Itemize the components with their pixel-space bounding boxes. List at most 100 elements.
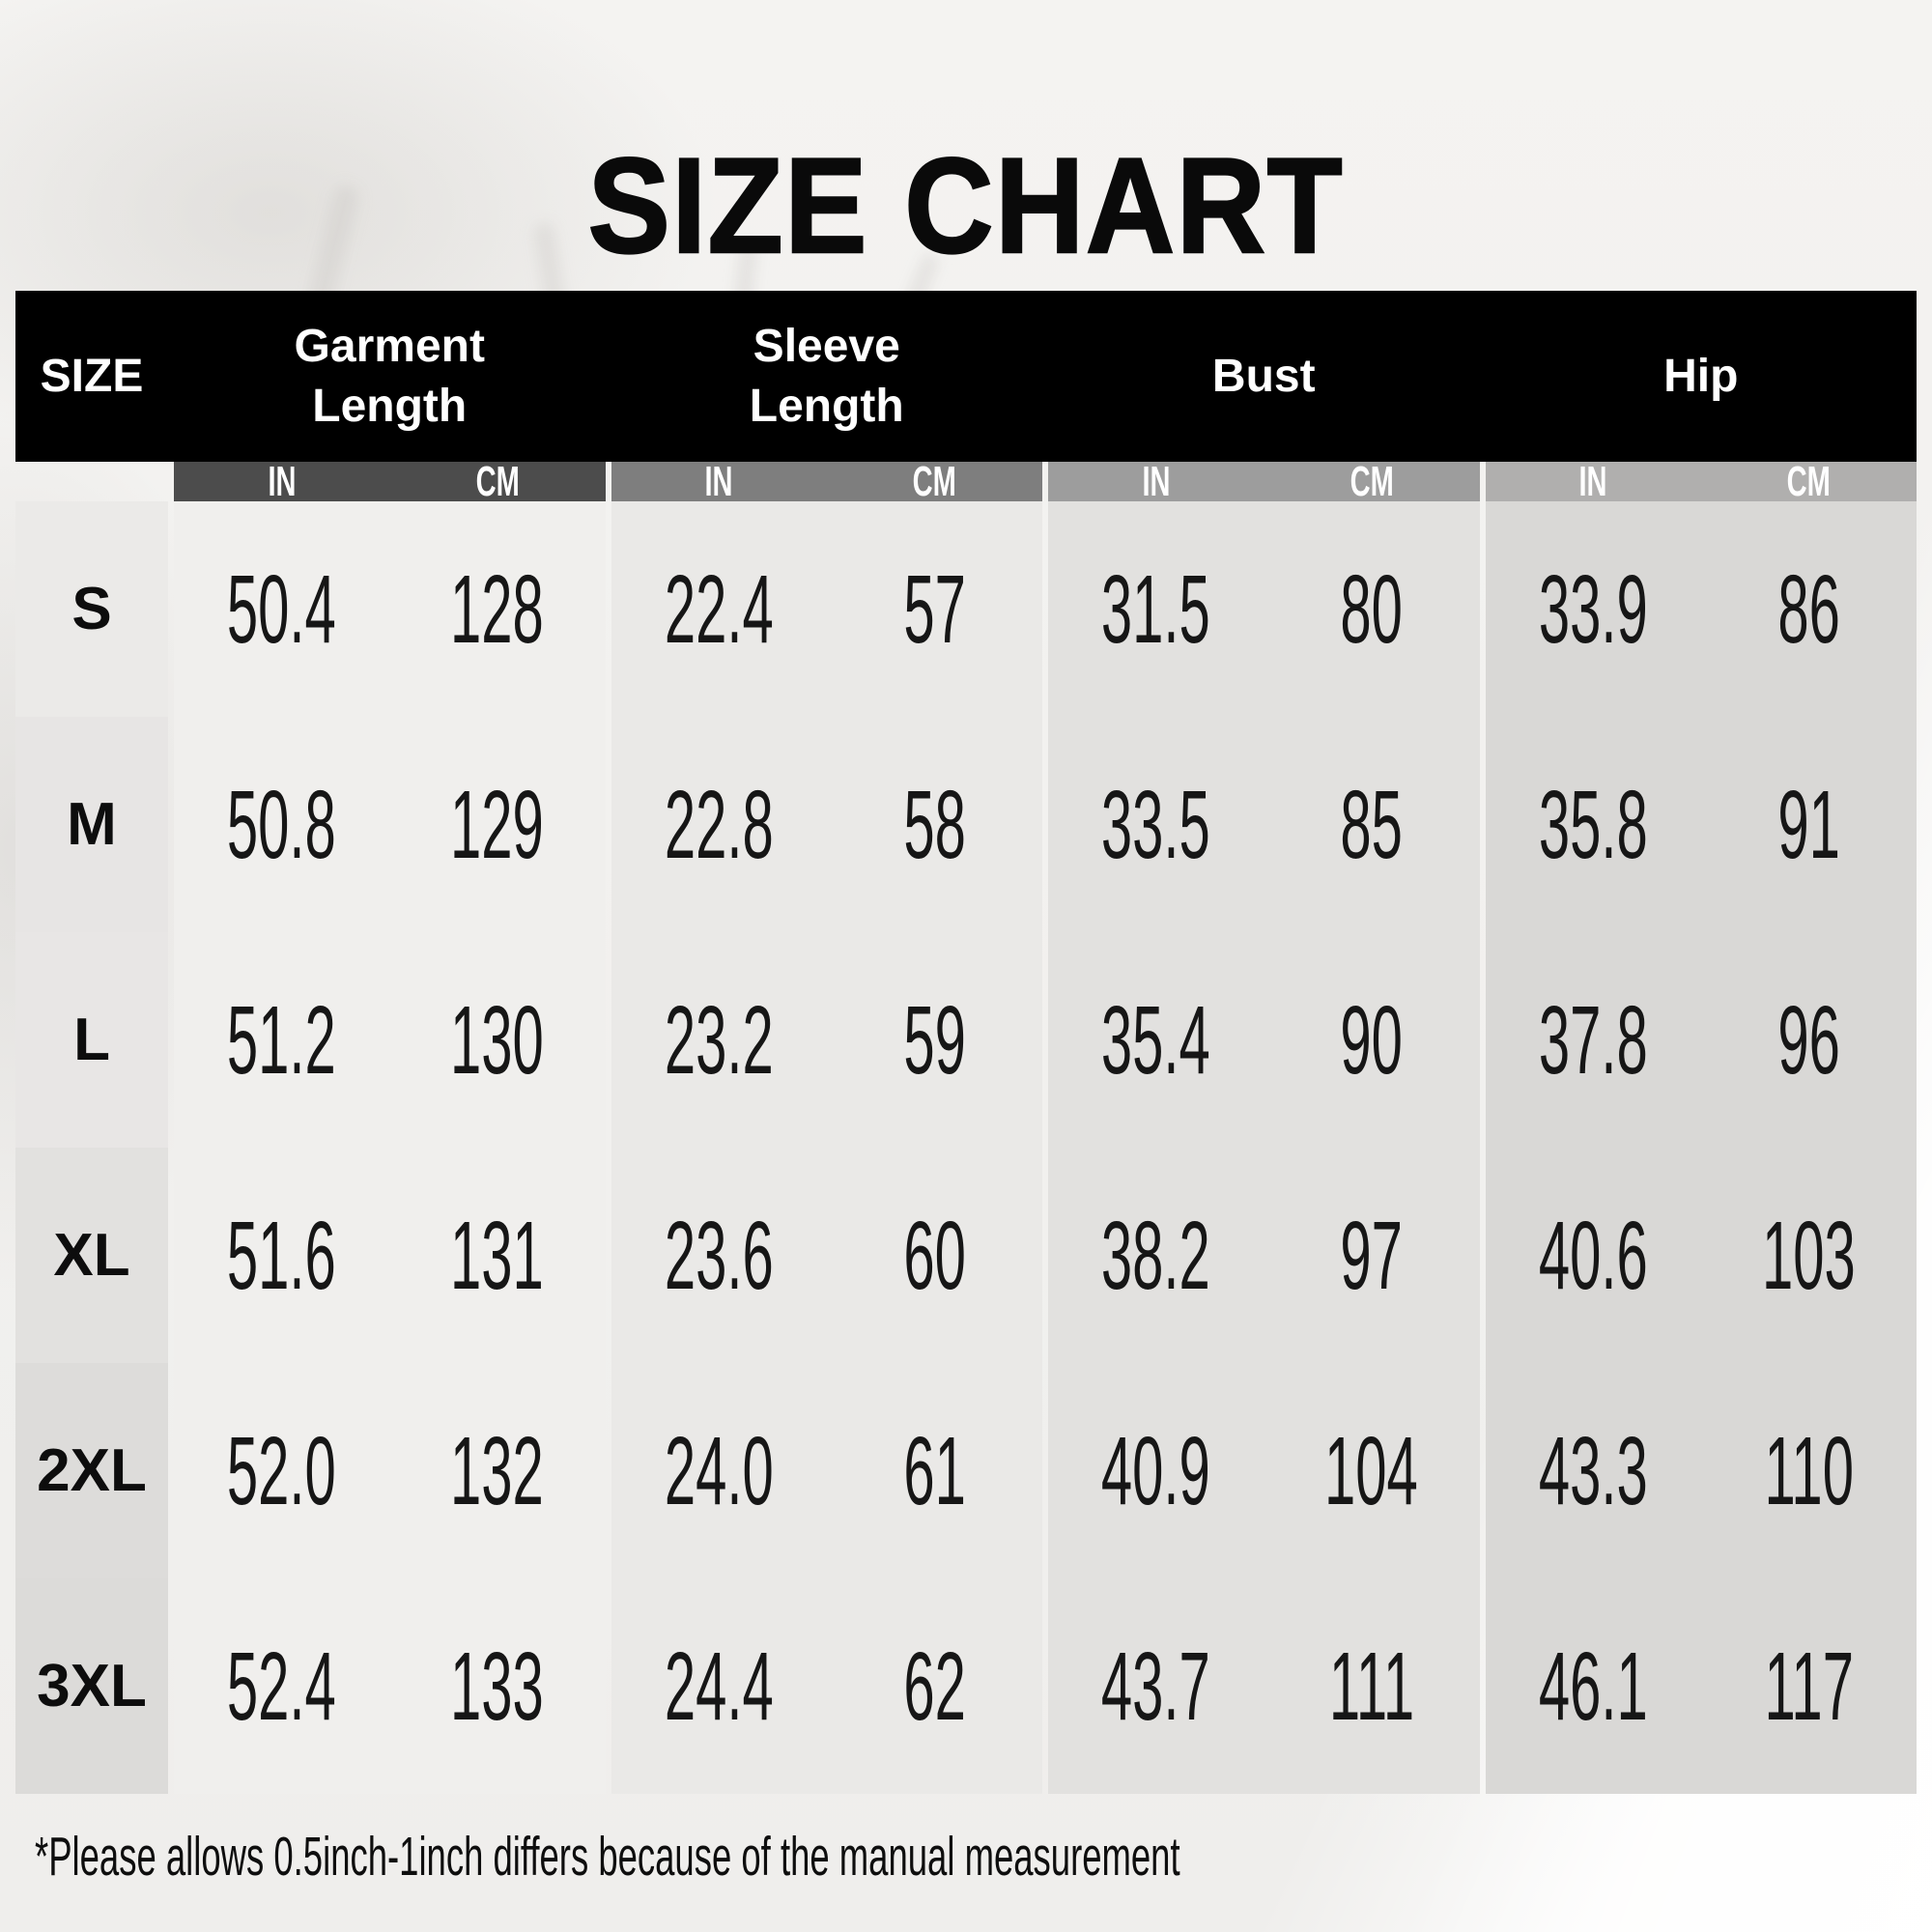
value-cell: 117	[1764, 1632, 1854, 1741]
value-cell: 91	[1777, 770, 1840, 879]
table-row-cell: 33.9 86	[1485, 501, 1917, 717]
header-cell-sleeve-length: Sleeve Length	[749, 320, 904, 432]
table-header-row: SIZE Garment Length Sleeve Length Bust H…	[15, 291, 1917, 462]
unit-cell-in: IN	[268, 457, 297, 505]
table-row-cell: 40.6 103	[1485, 1148, 1917, 1363]
value-cell: 37.8	[1538, 985, 1648, 1094]
value-cell: 24.0	[664, 1416, 774, 1525]
value-cell: 50.8	[227, 770, 337, 879]
unit-cell-cm: CM	[1350, 457, 1394, 505]
header-cell-garment-length: Garment Length	[294, 320, 485, 432]
value-cell: 132	[450, 1416, 545, 1525]
header-cell-bust: Bust	[1211, 350, 1316, 402]
unit-cell-cm: CM	[475, 457, 520, 505]
value-cell: 128	[450, 554, 545, 664]
unit-cell-in: IN	[1578, 457, 1607, 505]
table-row-cell: 23.6 60	[611, 1148, 1042, 1363]
value-cell: 22.4	[664, 554, 774, 664]
value-cell: 33.5	[1101, 770, 1211, 879]
value-cell: 35.8	[1538, 770, 1648, 879]
value-cell: 85	[1340, 770, 1404, 879]
value-cell: 35.4	[1101, 985, 1211, 1094]
value-cell: 97	[1340, 1201, 1404, 1310]
value-cell: 60	[903, 1201, 966, 1310]
unit-cells-bust: IN CM	[1048, 457, 1480, 505]
table-row-cell: 43.3 110	[1485, 1363, 1917, 1578]
table-row-cell: 31.5 80	[1048, 501, 1480, 717]
value-cell: 58	[903, 770, 966, 879]
header-cell-hip: Hip	[1663, 350, 1739, 402]
value-cell: 52.4	[227, 1632, 337, 1741]
value-cell: 130	[450, 985, 545, 1094]
table-row-cell: 51.2 130	[174, 932, 606, 1148]
value-cell: 59	[903, 985, 966, 1094]
table-row-cell: 43.7 111	[1048, 1578, 1480, 1794]
size-cell: 2XL	[15, 1363, 168, 1578]
value-cell: 131	[450, 1201, 545, 1310]
value-cell: 86	[1777, 554, 1840, 664]
value-cell: 52.0	[227, 1416, 337, 1525]
table-row-cell: 24.0 61	[611, 1363, 1042, 1578]
size-cell: L	[15, 932, 168, 1148]
value-cell: 24.4	[664, 1632, 774, 1741]
value-cell: 38.2	[1101, 1201, 1211, 1310]
value-cell: 110	[1764, 1416, 1854, 1525]
value-cell: 61	[903, 1416, 966, 1525]
table-row-cell: 22.8 58	[611, 717, 1042, 932]
table-row-cell: 23.2 59	[611, 932, 1042, 1148]
value-cell: 111	[1328, 1632, 1414, 1741]
table-row-cell: 33.5 85	[1048, 717, 1480, 932]
value-cell: 46.1	[1538, 1632, 1648, 1741]
table-row-cell: 37.8 96	[1485, 932, 1917, 1148]
unit-cell-in: IN	[704, 457, 733, 505]
unit-cell-in: IN	[1142, 457, 1171, 505]
value-cell: 50.4	[227, 554, 337, 664]
unit-cells-garment: IN CM	[174, 457, 606, 505]
unit-cells-hip: IN CM	[1485, 457, 1917, 505]
value-cell: 51.6	[227, 1201, 337, 1310]
unit-row-spacer	[15, 462, 168, 501]
table-row-cell: 51.6 131	[174, 1148, 606, 1363]
value-cell: 23.2	[664, 985, 774, 1094]
value-cell: 40.6	[1538, 1201, 1648, 1310]
table-row-cell: 38.2 97	[1048, 1148, 1480, 1363]
value-cell: 40.9	[1101, 1416, 1211, 1525]
value-cell: 31.5	[1101, 554, 1211, 664]
value-cell: 80	[1340, 554, 1404, 664]
table-row-cell: 35.8 91	[1485, 717, 1917, 932]
value-cell: 51.2	[227, 985, 337, 1094]
value-cell: 22.8	[664, 770, 774, 879]
value-cell: 133	[450, 1632, 545, 1741]
value-cell: 43.7	[1101, 1632, 1211, 1741]
value-cell: 43.3	[1538, 1416, 1648, 1525]
value-cell: 90	[1340, 985, 1404, 1094]
table-row-cell: 52.4 133	[174, 1578, 606, 1794]
table-row-cell: 46.1 117	[1485, 1578, 1917, 1794]
header-cell-size: SIZE	[40, 350, 144, 402]
table-row-cell: 35.4 90	[1048, 932, 1480, 1148]
table-row-cell: 24.4 62	[611, 1578, 1042, 1794]
value-cell: 103	[1761, 1201, 1856, 1310]
value-cell: 62	[903, 1632, 966, 1741]
size-chart-table: IN CM IN CM IN CM IN CM S 50.4 12	[15, 457, 1917, 1794]
table-row-cell: 40.9 104	[1048, 1363, 1480, 1578]
footnote: *Please allows 0.5inch-1inch differs bec…	[35, 1826, 1180, 1888]
table-row-cell: 50.8 129	[174, 717, 606, 932]
unit-cell-cm: CM	[1786, 457, 1831, 505]
size-cell: XL	[15, 1148, 168, 1363]
table-row-cell: 50.4 128	[174, 501, 606, 717]
value-cell: 57	[903, 554, 966, 664]
unit-cell-cm: CM	[912, 457, 956, 505]
size-cell: M	[15, 717, 168, 932]
unit-cells-sleeve: IN CM	[611, 457, 1042, 505]
value-cell: 129	[450, 770, 545, 879]
value-cell: 33.9	[1538, 554, 1648, 664]
table-row-cell: 22.4 57	[611, 501, 1042, 717]
table-row-cell: 52.0 132	[174, 1363, 606, 1578]
page-title: SIZE CHART	[587, 129, 1345, 281]
value-cell: 104	[1324, 1416, 1419, 1525]
size-cell: S	[15, 501, 168, 717]
value-cell: 23.6	[664, 1201, 774, 1310]
value-cell: 96	[1777, 985, 1840, 1094]
